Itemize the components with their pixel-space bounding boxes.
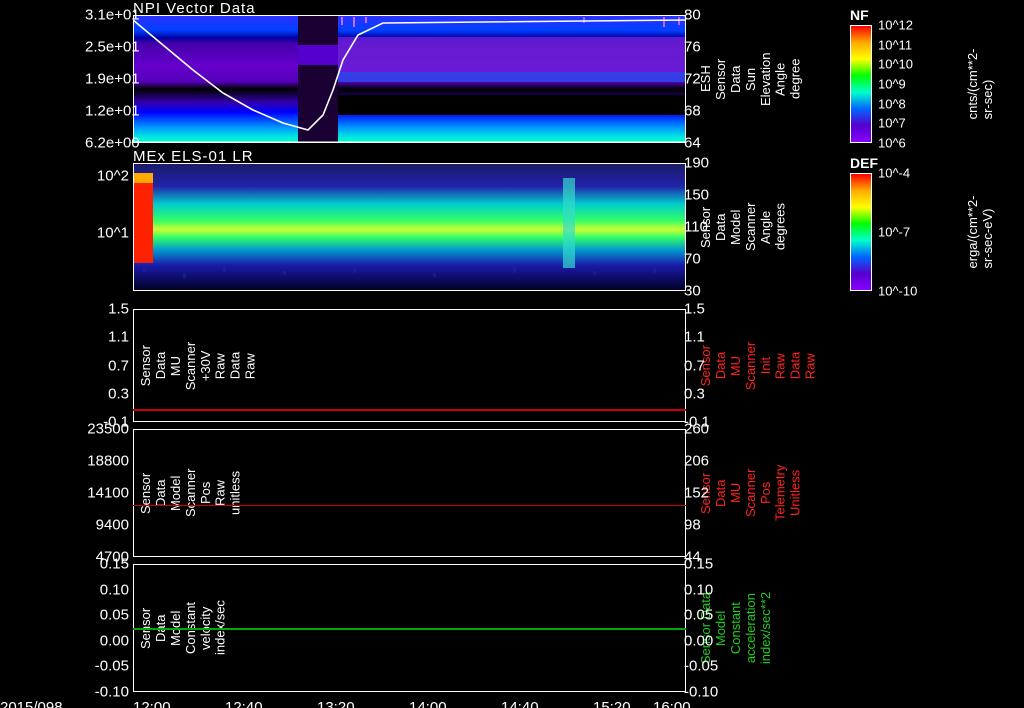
colorbar-unit-def: erga/(cm**2-sr-sec-eV) xyxy=(965,196,995,269)
ytick-right-els-4: 30 xyxy=(684,283,724,300)
ytick-right-30v-3: 0.3 xyxy=(684,385,724,402)
ytick-right-pos-0: 260 xyxy=(684,421,724,438)
panel-mu-scanner-30v-raw: Sensor Data MU Scanner +30V Raw Data Raw Se… xyxy=(133,309,686,422)
panel-mu-scanner-pos-raw: Sensor Data Model Scanner Pos Raw unitless … xyxy=(133,429,686,557)
ytick-right-npi-4: 64 xyxy=(684,135,724,152)
xaxis-date-label: 2015/098 xyxy=(0,699,63,708)
ytick-vel-3: 0.00 xyxy=(85,632,129,649)
ytick-right-els-1: 150 xyxy=(684,187,724,204)
ytick-pos-2: 14100 xyxy=(85,485,129,502)
colorbar-title-nf: NF xyxy=(850,7,869,23)
ytick-right-els-3: 70 xyxy=(684,251,724,268)
ytick-pos-1: 18800 xyxy=(85,453,129,470)
ytick-pos-0: 23500 xyxy=(85,421,129,438)
ytick-vel-2: 0.05 xyxy=(85,607,129,624)
ytick-els-1: 10^1 xyxy=(85,225,129,242)
ytick-right-30v-2: 0.7 xyxy=(684,357,724,374)
ytick-right-vel-1: 0.10 xyxy=(684,581,724,598)
plot-border-npi xyxy=(133,15,686,143)
xaxis-tick-2: 13:20 xyxy=(317,699,355,708)
ytick-right-vel-2: 0.05 xyxy=(684,607,724,624)
ytick-right-npi-3: 68 xyxy=(684,103,724,120)
colorbar-tick-nf-0: 10^12 xyxy=(878,18,913,33)
colorbar-gradient-def xyxy=(850,173,872,291)
colorbar-tick-nf-5: 10^7 xyxy=(878,116,906,131)
colorbar-tick-def-0: 10^-4 xyxy=(878,166,910,181)
ytick-right-npi-1: 76 xyxy=(684,39,724,56)
ytick-30v-3: 0.3 xyxy=(85,385,129,402)
ytick-right-npi-0: 80 xyxy=(684,7,724,24)
xaxis-tick-6: 16:00 xyxy=(653,699,691,708)
ytick-npi-4: 6.2e+00 xyxy=(85,135,129,152)
ytick-vel-4: -0.05 xyxy=(85,658,129,675)
ytick-right-pos-3: 98 xyxy=(684,517,724,534)
ytick-right-pos-2: 152 xyxy=(684,485,724,502)
colorbar-tick-nf-1: 10^11 xyxy=(878,37,912,52)
axis-label-model-constant-accel: Sensor Data Model Constant acceleration ind… xyxy=(699,592,794,664)
ytick-right-els-0: 190 xyxy=(684,155,724,172)
ytick-vel-0: 0.15 xyxy=(85,556,129,573)
ytick-right-pos-1: 206 xyxy=(684,453,724,470)
ytick-npi-0: 3.1e+01 xyxy=(85,7,129,24)
xaxis-tick-0: 12:00 xyxy=(133,699,171,708)
panel-mex-els-01-lr: MEx ELS-01 LR Electron EnergyeV Sensor D… xyxy=(133,163,686,291)
ytick-pos-3: 9400 xyxy=(85,517,129,534)
xaxis-tick-4: 14:40 xyxy=(501,699,539,708)
plot-border-els xyxy=(133,163,686,291)
plot-border-30v xyxy=(133,309,686,422)
colorbar-tick-nf-4: 10^8 xyxy=(878,96,906,111)
flatline-velocity xyxy=(133,628,686,630)
colorbar-tick-nf-2: 10^10 xyxy=(878,57,913,72)
ytick-npi-1: 2.5e+01 xyxy=(85,39,129,56)
panel-npi-vector-data: NPI Vector Data SectorUnitless ESHSensor… xyxy=(133,15,686,143)
ytick-30v-1: 1.1 xyxy=(85,329,129,346)
ytick-right-vel-4: -0.05 xyxy=(684,658,724,675)
ytick-vel-1: 0.10 xyxy=(85,581,129,598)
colorbar-tick-def-2: 10^-10 xyxy=(878,284,917,299)
colorbar-tick-nf-3: 10^9 xyxy=(878,77,906,92)
ytick-npi-3: 1.2e+01 xyxy=(85,103,129,120)
plot-border-pos xyxy=(133,429,686,557)
ytick-30v-2: 0.7 xyxy=(85,357,129,374)
ytick-els-0: 10^2 xyxy=(85,167,129,184)
colorbar-title-def: DEF xyxy=(850,155,878,171)
ytick-npi-2: 1.9e+01 xyxy=(85,71,129,88)
colorbar-nf: NF 10^12 10^11 10^10 10^9 10^8 10^7 10^6… xyxy=(850,25,940,143)
colorbar-gradient-nf xyxy=(850,25,872,143)
ytick-right-30v-0: 1.5 xyxy=(684,301,724,318)
colorbar-tick-nf-6: 10^6 xyxy=(878,136,906,151)
xaxis-tick-1: 12:40 xyxy=(225,699,263,708)
ytick-right-vel-3: 0.00 xyxy=(684,632,724,649)
ytick-30v-0: 1.5 xyxy=(85,301,129,318)
ytick-vel-5: -0.10 xyxy=(85,684,129,701)
ytick-right-vel-0: 0.15 xyxy=(684,556,724,573)
flatline-pos xyxy=(133,505,686,507)
colorbar-unit-nf: cnts/(cm**2-sr-sec) xyxy=(965,49,995,120)
ytick-right-vel-5: -0.10 xyxy=(684,684,724,701)
flatline-30v xyxy=(133,409,686,411)
root-page: NPI Vector Data SectorUnitless ESHSensor… xyxy=(0,0,1024,708)
colorbar-def: DEF 10^-4 10^-7 10^-10 erga/(cm**2-sr-se… xyxy=(850,173,940,291)
ytick-right-npi-2: 72 xyxy=(684,71,724,88)
ytick-right-30v-1: 1.1 xyxy=(684,329,724,346)
colorbar-tick-def-1: 10^-7 xyxy=(878,225,910,240)
xaxis-tick-5: 15:20 xyxy=(593,699,631,708)
ytick-right-els-2: 110 xyxy=(684,219,724,236)
xaxis-tick-3: 14:00 xyxy=(409,699,447,708)
